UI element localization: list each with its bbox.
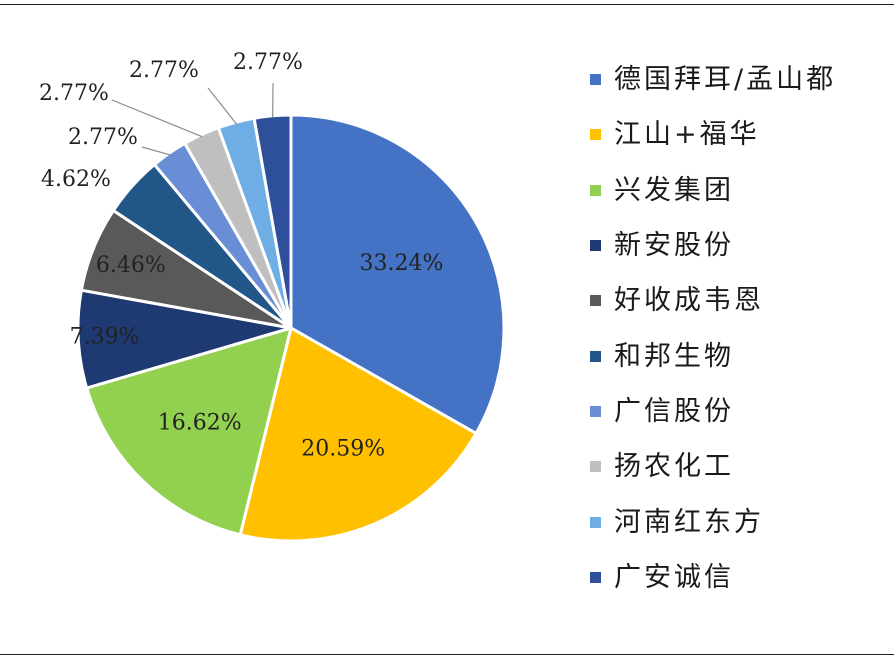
leader-lines: [111, 82, 274, 156]
data-label-1: 33.24%: [360, 251, 444, 276]
legend-label: 德国拜耳/孟山都: [614, 64, 837, 96]
legend-label: 广信股份: [614, 395, 734, 427]
leader-line-9: [207, 87, 238, 125]
legend-swatch: [590, 571, 601, 583]
data-label-4: 7.39%: [70, 324, 140, 349]
legend-item-4: 新安股份: [590, 218, 836, 273]
leader-line-8: [111, 99, 203, 138]
legend-label: 新安股份: [614, 230, 734, 262]
data-label-2: 20.59%: [301, 436, 385, 461]
legend-item-9: 河南红东方: [590, 494, 836, 549]
legend-swatch: [590, 74, 601, 86]
legend-swatch: [590, 240, 601, 252]
data-label-8: 2.77%: [39, 81, 109, 106]
data-label-10: 2.77%: [233, 50, 303, 75]
legend-swatch: [590, 405, 601, 417]
pie-slices: [76, 113, 506, 543]
legend-label: 河南红东方: [614, 506, 764, 538]
data-label-7: 2.77%: [68, 125, 138, 150]
data-label-3: 16.62%: [158, 410, 242, 435]
legend-label: 和邦生物: [614, 340, 734, 372]
legend-swatch: [590, 350, 601, 362]
legend-swatch: [590, 516, 601, 528]
legend-item-10: 广安诚信: [590, 550, 836, 605]
pie-slice-3: [85, 326, 293, 537]
top-border-line: [0, 4, 894, 5]
legend-item-5: 好收成韦恩: [590, 273, 836, 328]
pie-slice-2: [238, 326, 478, 543]
legend-label: 扬农化工: [614, 451, 734, 483]
legend-item-7: 广信股份: [590, 384, 836, 439]
leader-line-7: [141, 146, 171, 156]
data-labels: 33.24% 20.59% 16.62% 7.39% 6.46% 4.62% 2.77% 2.…: [39, 50, 443, 461]
legend-item-2: 江山+福华: [590, 107, 836, 162]
legend-label: 广安诚信: [614, 561, 734, 593]
legend-swatch: [590, 461, 601, 473]
legend-swatch: [590, 295, 601, 307]
legend: 德国拜耳/孟山都 江山+福华兴发集团新安股份好收成韦恩和邦生物广信股份扬农化工河南…: [590, 52, 836, 605]
data-label-9: 2.77%: [129, 58, 199, 83]
bottom-border-line: [0, 654, 894, 655]
legend-item-3: 兴发集团: [590, 163, 836, 218]
legend-label: 好收成韦恩: [614, 285, 764, 317]
legend-item-6: 和邦生物: [590, 328, 836, 383]
data-label-5: 6.46%: [96, 253, 166, 278]
pie-slice-1: [289, 113, 506, 435]
legend-label: 江山+福华: [614, 119, 760, 151]
data-label-6: 4.62%: [41, 167, 111, 192]
pie-slice-4: [76, 288, 293, 390]
legend-item-8: 扬农化工: [590, 439, 836, 494]
legend-swatch: [590, 184, 601, 196]
legend-swatch: [590, 129, 601, 141]
legend-label: 兴发集团: [614, 174, 734, 206]
legend-item-1: 德国拜耳/孟山都: [590, 52, 836, 107]
